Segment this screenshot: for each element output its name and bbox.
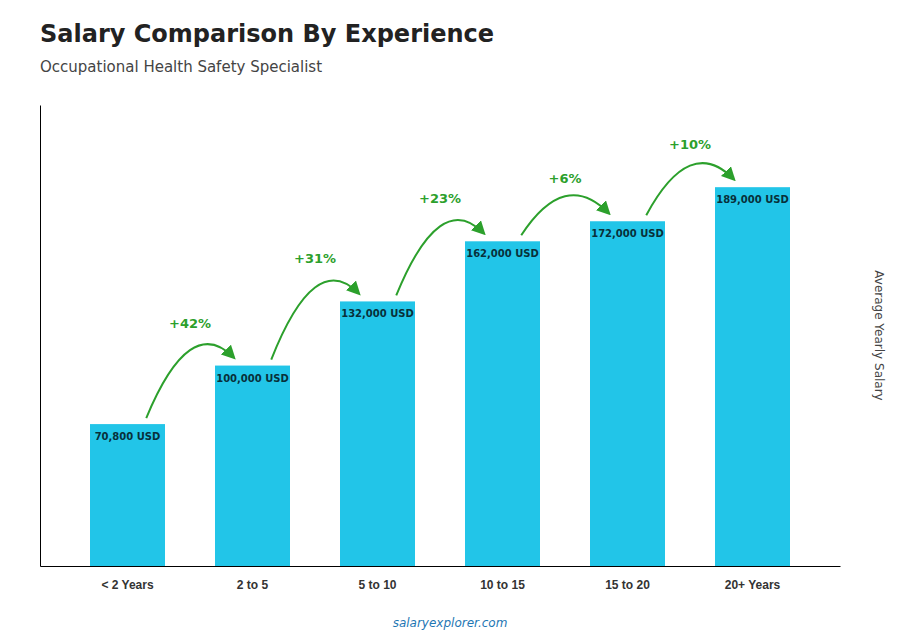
x-tick-label: 5 to 10 — [358, 578, 396, 592]
data-label: 172,000 USD — [591, 228, 664, 239]
source: salaryexplorer.com — [393, 616, 508, 630]
subtitle: Occupational Health Safety Specialist — [40, 58, 322, 76]
x-tick-label: 10 to 15 — [480, 578, 525, 592]
data-label: 100,000 USD — [216, 373, 289, 384]
plot-area — [90, 187, 790, 566]
x-axis-line — [41, 566, 841, 567]
x-tick: 5 to 10 — [358, 578, 396, 592]
change-label: +31% — [294, 251, 336, 266]
x-tick-label: 20+ Years — [725, 578, 781, 592]
bar — [90, 424, 165, 566]
change-annotations: +42% +31% +23% +6% +10% — [146, 137, 734, 418]
change-arrow — [396, 220, 484, 295]
data-label: 189,000 USD — [716, 194, 789, 205]
bar — [590, 221, 665, 566]
x-tick: < 2 Years — [101, 578, 153, 592]
change-label: +10% — [669, 137, 711, 152]
change-arrow — [146, 344, 234, 418]
data-label: 162,000 USD — [466, 248, 539, 259]
data-label: 70,800 USD — [95, 431, 161, 442]
bar — [465, 241, 540, 566]
x-tick: 2 to 5 — [237, 578, 269, 592]
data-labels: 70,800 USD 100,000 USD 132,000 USD 162,000 … — [95, 194, 789, 442]
x-tick-label: 2 to 5 — [237, 578, 269, 592]
y-axis — [40, 106, 41, 567]
chart: Salary Comparison By Experience Occupatio… — [0, 0, 900, 641]
change-arrow — [646, 163, 734, 215]
change-label: +42% — [169, 316, 211, 331]
y-axis-title: Average Yearly Salary — [872, 270, 886, 400]
change-arrow — [521, 195, 609, 235]
change-label: +6% — [549, 171, 582, 186]
bar — [715, 187, 790, 566]
y-axis-line — [40, 106, 41, 567]
x-tick: 15 to 20 — [605, 578, 650, 592]
x-axis: < 2 Years 2 to 5 5 to 10 10 to 15 15 to 20 20… — [41, 567, 841, 593]
bar — [215, 366, 290, 566]
x-tick-label: < 2 Years — [101, 578, 153, 592]
title: Salary Comparison By Experience — [40, 20, 494, 48]
x-tick: 20+ Years — [725, 578, 781, 592]
change-arrow — [271, 280, 359, 359]
change-label: +23% — [419, 191, 461, 206]
data-label: 132,000 USD — [341, 308, 414, 319]
x-tick-label: 15 to 20 — [605, 578, 650, 592]
x-tick: 10 to 15 — [480, 578, 525, 592]
bar — [340, 301, 415, 566]
